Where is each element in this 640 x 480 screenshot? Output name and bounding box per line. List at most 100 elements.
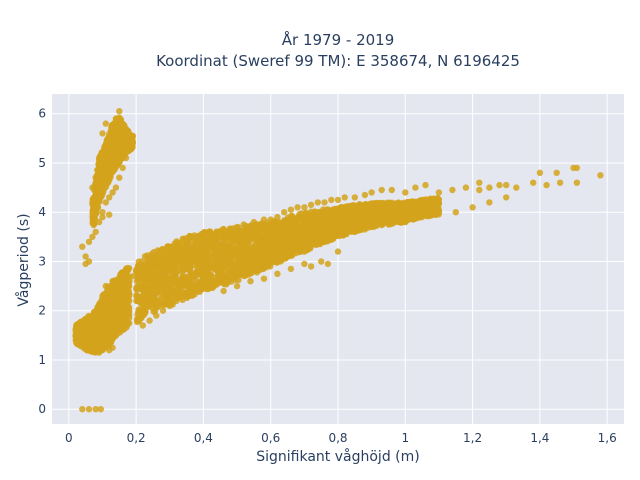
- scatter-point: [209, 259, 216, 266]
- scatter-point: [426, 196, 434, 203]
- scatter-point: [428, 201, 435, 208]
- scatter-point: [110, 145, 118, 152]
- scatter-point: [234, 242, 241, 250]
- scatter-point: [378, 211, 385, 218]
- scatter-point: [184, 247, 191, 254]
- scatter-point: [170, 287, 177, 294]
- scatter-point: [372, 206, 380, 213]
- scatter-point: [223, 254, 230, 262]
- scatter-point: [120, 310, 128, 317]
- scatter-point: [178, 293, 186, 300]
- scatter-point: [360, 211, 367, 219]
- scatter-point: [241, 272, 248, 280]
- scatter-point: [91, 219, 98, 227]
- scatter-point: [74, 334, 81, 341]
- scatter-point: [309, 226, 317, 234]
- scatter-point: [141, 253, 149, 260]
- scatter-point: [97, 406, 105, 413]
- scatter-point: [285, 216, 292, 224]
- scatter-point: [356, 216, 363, 223]
- scatter-point: [141, 286, 148, 294]
- scatter-point: [341, 218, 348, 225]
- scatter-point: [136, 294, 143, 302]
- scatter-point: [124, 268, 131, 275]
- scatter-point: [395, 210, 402, 217]
- scatter-point: [404, 207, 412, 215]
- scatter-point: [268, 240, 275, 248]
- scatter-point: [153, 259, 160, 266]
- scatter-point: [339, 232, 347, 239]
- scatter-point: [123, 319, 130, 326]
- scatter-point: [326, 208, 334, 215]
- scatter-point: [302, 234, 309, 241]
- scatter-point: [217, 270, 224, 277]
- scatter-point: [312, 209, 319, 216]
- scatter-point: [125, 288, 132, 295]
- scatter-point: [150, 269, 157, 276]
- scatter-point: [113, 324, 120, 331]
- scatter-point: [117, 118, 125, 125]
- scatter-point: [138, 314, 145, 321]
- scatter-point: [217, 241, 225, 248]
- scatter-point: [75, 320, 83, 327]
- scatter-point: [92, 312, 99, 319]
- scatter-point: [235, 276, 242, 284]
- scatter-point: [247, 270, 254, 277]
- scatter-point: [92, 406, 99, 413]
- scatter-point: [114, 280, 121, 287]
- scatter-point: [379, 199, 386, 207]
- scatter-point: [285, 223, 292, 230]
- scatter-point: [261, 235, 269, 242]
- scatter-point: [209, 242, 217, 250]
- scatter-point: [371, 201, 379, 208]
- scatter-point: [323, 225, 330, 232]
- scatter-point: [133, 286, 140, 293]
- scatter-point: [411, 207, 418, 214]
- scatter-point: [251, 257, 259, 264]
- scatter-point: [177, 248, 185, 255]
- scatter-point: [207, 272, 214, 279]
- scatter-point: [187, 233, 194, 240]
- scatter-point: [369, 211, 376, 219]
- scatter-point: [194, 257, 202, 264]
- scatter-point: [273, 259, 281, 266]
- scatter-point: [151, 278, 158, 286]
- scatter-points: [72, 108, 604, 413]
- scatter-point: [167, 278, 174, 285]
- scatter-point: [424, 206, 431, 213]
- scatter-point: [255, 234, 262, 241]
- scatter-point: [341, 227, 349, 234]
- scatter-point: [251, 225, 258, 232]
- scatter-point: [286, 241, 293, 248]
- scatter-point: [113, 330, 121, 337]
- scatter-point: [304, 218, 311, 225]
- scatter-point: [90, 210, 98, 217]
- scatter-point: [173, 253, 180, 260]
- scatter-point: [189, 255, 197, 262]
- scatter-point: [113, 289, 120, 296]
- scatter-point: [202, 269, 210, 276]
- scatter-point: [200, 240, 207, 248]
- scatter-point: [79, 406, 86, 413]
- scatter-point: [262, 222, 269, 230]
- scatter-point: [327, 214, 334, 221]
- scatter-point: [85, 406, 93, 413]
- scatter-point: [145, 278, 152, 285]
- scatter-point: [79, 327, 86, 334]
- scatter-point: [151, 284, 158, 291]
- scatter-point: [82, 337, 89, 344]
- scatter-point: [174, 281, 181, 288]
- scatter-point: [240, 243, 247, 251]
- scatter-point: [190, 246, 197, 253]
- scatter-point: [271, 234, 278, 242]
- scatter-point: [138, 278, 145, 286]
- scatter-point: [95, 307, 103, 314]
- scatter-point: [192, 271, 200, 279]
- scatter-point: [101, 316, 108, 323]
- scatter-point: [224, 265, 231, 272]
- scatter-point: [407, 199, 414, 206]
- scatter-point: [313, 235, 320, 242]
- scatter-point: [335, 215, 342, 222]
- scatter-point: [290, 221, 297, 229]
